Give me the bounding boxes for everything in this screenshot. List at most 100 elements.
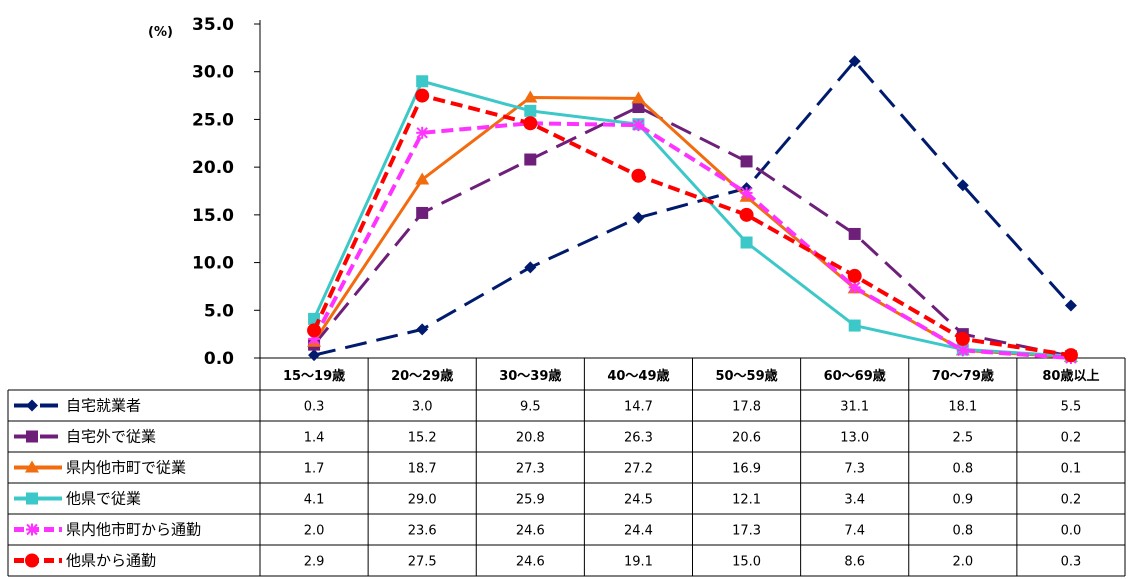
- table-cell-value: 27.5: [408, 555, 437, 570]
- star-stroke: [632, 119, 645, 131]
- square-marker: [26, 430, 38, 443]
- table-cell-value: 7.4: [844, 524, 865, 539]
- table-cell-value: 7.3: [844, 462, 865, 477]
- diamond-marker: [524, 261, 537, 274]
- x-category-label: 80歳以上: [1042, 368, 1099, 384]
- y-tick-label: 10.0: [192, 254, 234, 274]
- x-category-label: 15～19歳: [283, 368, 345, 384]
- series-line: [312, 95, 1072, 359]
- legend-label: 他県で従業: [66, 490, 141, 508]
- star-stroke: [957, 344, 969, 357]
- table-cell-value: 5.5: [1061, 400, 1082, 415]
- x-category-label: 50～59歳: [715, 368, 777, 384]
- table-cell-value: 26.3: [624, 431, 653, 446]
- table-cell-value: 0.0: [1061, 524, 1082, 539]
- x-category-label: 70～79歳: [932, 368, 994, 384]
- diamond-marker: [632, 211, 645, 224]
- table-cell-value: 24.4: [624, 524, 653, 539]
- table-cell-value: 23.6: [408, 524, 437, 539]
- table-cell-value: 20.6: [732, 431, 761, 446]
- series-line: [312, 79, 1072, 358]
- y-tick-label: 35.0: [192, 15, 234, 35]
- square-marker: [740, 155, 753, 168]
- table-cell-value: 15.0: [732, 555, 761, 570]
- star-marker: [26, 523, 38, 536]
- table-cell-value: 0.9: [952, 493, 973, 508]
- table-cell-value: 3.4: [844, 493, 865, 508]
- data-table: 15～19歳 20～29歳 30～39歳 40～49歳 50～59歳 60～69歳 70～7…: [7, 357, 1126, 577]
- circle-marker: [955, 331, 970, 346]
- table-cell-value: 17.3: [732, 524, 761, 539]
- table-cell-value: 0.1: [1061, 462, 1082, 477]
- table-cell-value: 14.7: [624, 400, 653, 415]
- table-cell-value: 18.1: [948, 400, 977, 415]
- table-cell-value: 2.0: [304, 524, 325, 539]
- table-cell-value: 1.7: [304, 462, 325, 477]
- series-2: [308, 101, 1077, 363]
- table-row: 県内他市町から通勤 2.0 23.6 24.6 24.4 17.3 7.4 0.8 0.0: [14, 521, 1081, 539]
- triangle-marker: [631, 91, 646, 104]
- y-tick-label: 5.0: [204, 301, 234, 321]
- table-cell-value: 24.6: [516, 555, 545, 570]
- series-line: [312, 93, 1072, 358]
- table-cell-value: 9.5: [520, 400, 541, 415]
- diamond-marker: [308, 349, 321, 362]
- square-marker: [848, 227, 861, 240]
- table-cell-value: 0.2: [1061, 493, 1082, 508]
- y-tick-label: 20.0: [192, 158, 234, 178]
- star-stroke: [26, 523, 38, 536]
- circle-marker: [307, 323, 322, 338]
- square-marker: [26, 492, 38, 505]
- table-cell-value: 20.8: [516, 431, 545, 446]
- table-cell-value: 16.9: [732, 462, 761, 477]
- circle-marker: [523, 116, 538, 131]
- x-category-label: 40～49歳: [607, 368, 669, 384]
- table-cell-value: 13.0: [840, 431, 869, 446]
- table-cell-value: 0.3: [304, 400, 325, 415]
- triangle-marker: [415, 172, 430, 185]
- circle-marker: [415, 88, 430, 103]
- x-category-label: 30～39歳: [499, 368, 561, 384]
- circle-marker: [1063, 348, 1078, 363]
- table-cell-value: 18.7: [408, 462, 437, 477]
- x-category-label: 60～69歳: [824, 368, 886, 384]
- square-marker: [632, 101, 645, 114]
- circle-marker: [847, 268, 862, 283]
- star-stroke: [740, 187, 753, 199]
- series-line: [312, 105, 1072, 358]
- circle-marker: [739, 207, 754, 222]
- legend-label: 県内他市町から通勤: [66, 521, 201, 539]
- table-cell-value: 2.5: [952, 431, 973, 446]
- series-6: [307, 88, 1078, 363]
- table-cell-value: 2.9: [304, 555, 325, 570]
- table-cell-value: 31.1: [840, 400, 869, 415]
- table-row: 他県から通勤 2.9 27.5 24.6 19.1 15.0 8.6 2.0 0.3: [14, 552, 1081, 570]
- diamond-marker: [26, 399, 38, 412]
- table-cell-value: 27.2: [624, 462, 653, 477]
- y-unit-label: (%): [148, 25, 173, 40]
- y-tick-label: 30.0: [192, 63, 234, 83]
- star-marker: [740, 186, 753, 199]
- star-stroke: [416, 127, 428, 139]
- table-cell-value: 12.1: [732, 493, 761, 508]
- axis-layer: 0.0 5.0 10.0 15.0 20.0 25.0 30.0 35.0 (%): [148, 15, 261, 369]
- square-marker: [416, 75, 429, 88]
- table-row: 県内他市町で従業 1.7 18.7 27.3 27.2 16.9 7.3 0.8 0.1: [14, 459, 1081, 477]
- square-marker: [416, 206, 429, 219]
- table-row: 自宅外で従業 1.4 15.2 20.8 26.3 20.6 13.0 2.5 0.2: [14, 428, 1081, 446]
- circle-marker: [25, 553, 39, 568]
- table-cell-value: 17.8: [732, 400, 761, 415]
- square-marker: [524, 104, 537, 117]
- table-cell-value: 24.5: [624, 493, 653, 508]
- table-cell-value: 25.9: [516, 493, 545, 508]
- table-row: 他県で従業 4.1 29.0 25.9 24.5 12.1 3.4 0.9 0.2: [14, 490, 1081, 508]
- diamond-marker: [956, 179, 969, 192]
- table-cell-value: 0.2: [1061, 431, 1082, 446]
- star-stroke: [848, 281, 861, 294]
- legend-label: 自宅就業者: [66, 397, 141, 415]
- x-category-label: 20～29歳: [391, 368, 453, 384]
- table-cell-value: 24.6: [516, 524, 545, 539]
- triangle-marker: [25, 460, 39, 473]
- table-cell-value: 4.1: [304, 493, 325, 508]
